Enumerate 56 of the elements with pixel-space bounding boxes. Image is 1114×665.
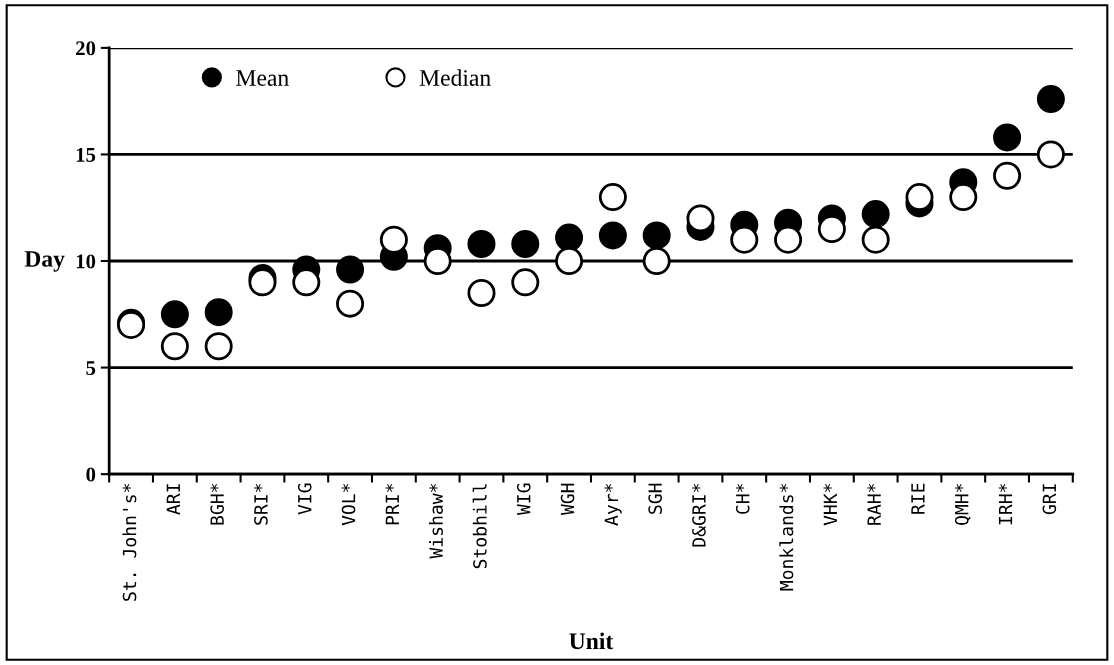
point: [598, 221, 627, 250]
y-tick-label: 20: [76, 41, 96, 56]
x-tick-label: PRI*: [385, 483, 399, 525]
x-tick-label: SRI*: [254, 483, 268, 525]
x-tick-label: Monklands*: [779, 483, 794, 591]
x-tick-label: Stobhill: [472, 484, 487, 569]
x-tick-label: BGH*: [210, 483, 224, 525]
point: [160, 300, 189, 329]
point: [861, 200, 890, 229]
point: [292, 268, 321, 297]
point: [817, 215, 846, 244]
x-axis-title: Unit: [569, 632, 614, 650]
x-tick-label: WIG: [516, 483, 531, 516]
point: [379, 225, 408, 254]
point: [336, 255, 365, 284]
point: [204, 332, 233, 361]
x-tick-label: D&GRI*: [692, 483, 706, 547]
x-tick-label: QMH*: [954, 483, 971, 525]
x-tick-label: CH*: [735, 483, 750, 514]
point: [642, 221, 671, 250]
point: [555, 223, 584, 252]
point: [204, 298, 233, 327]
x-tick-label: VOL*: [341, 483, 356, 526]
x-tick-label: ARI: [166, 484, 180, 515]
point: [949, 183, 978, 212]
y-tick-label: 10: [76, 254, 96, 269]
x-tick-label: RIE: [911, 483, 925, 514]
point: [993, 123, 1022, 152]
y-tick-label: 5: [86, 361, 96, 376]
point: [423, 247, 452, 276]
point: [686, 204, 715, 233]
y-tick-label: 15: [76, 147, 96, 162]
point: [774, 225, 803, 254]
point: [642, 247, 671, 276]
point: [905, 183, 934, 212]
x-tick-label: GRI: [1042, 484, 1057, 515]
point: [1036, 85, 1065, 114]
x-tick-label: VIG: [297, 483, 312, 515]
x-tick-label: St. John's*: [122, 483, 137, 601]
y-tick-label: 0: [86, 467, 96, 482]
point: [511, 229, 540, 258]
point: [467, 229, 496, 258]
point: [555, 247, 584, 276]
x-tick-label: WGH: [560, 483, 575, 516]
point: [511, 268, 540, 297]
legend-label: Median: [419, 69, 491, 86]
point: [1036, 140, 1065, 169]
x-tick-label: Ayr*: [604, 483, 622, 526]
x-tick-label: SGH: [648, 483, 662, 514]
x-tick-label: Wishaw*: [428, 483, 443, 559]
x-tick-label: RAH*: [867, 483, 881, 525]
y-axis-title: Day: [24, 251, 65, 272]
legend-label: Mean: [236, 70, 289, 86]
point: [730, 225, 759, 254]
x-tick-label: VHK*: [823, 483, 837, 526]
x-tick-label: IRH*: [998, 483, 1013, 525]
